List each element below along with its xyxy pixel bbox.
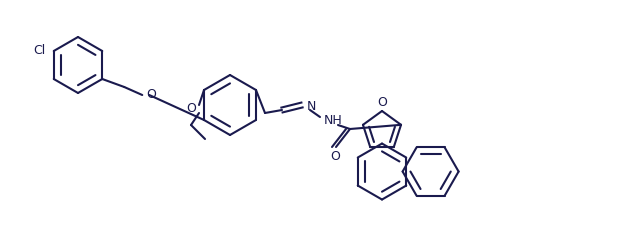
- Text: O: O: [377, 96, 387, 110]
- Text: O: O: [330, 151, 340, 163]
- Text: Cl: Cl: [33, 44, 46, 58]
- Text: O: O: [146, 89, 156, 102]
- Text: O: O: [186, 102, 196, 115]
- Text: NH: NH: [324, 114, 343, 128]
- Text: N: N: [307, 101, 317, 113]
